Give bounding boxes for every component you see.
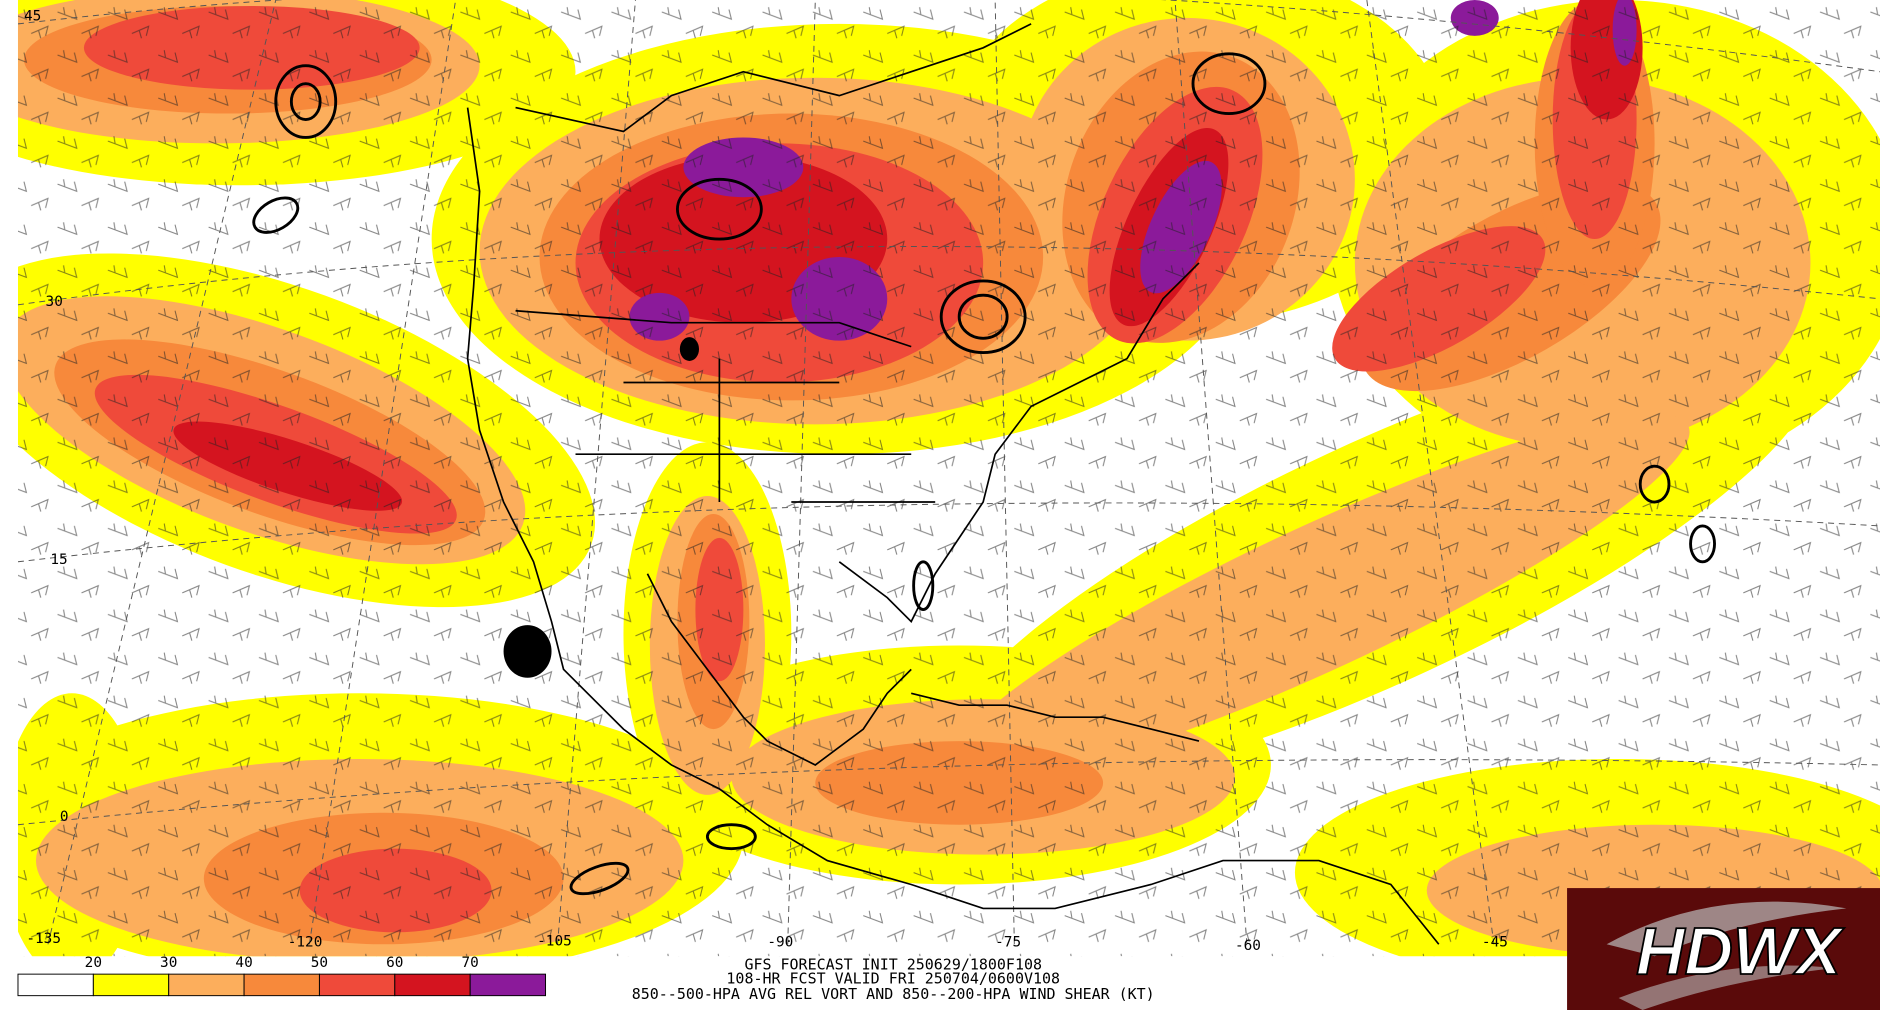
colorbar-swatch [243, 973, 320, 997]
colorbar-swatch [394, 973, 471, 997]
colorbar-label: 70 [462, 955, 479, 971]
colorbar-label: 30 [160, 955, 177, 971]
colorbar-swatch [92, 973, 170, 997]
colorbar-label: 20 [85, 955, 102, 971]
coastlines [466, 23, 1440, 945]
latitude-label: 0 [60, 809, 69, 825]
caption-line: 850--500-HPA AVG REL VORT AND 850--200-H… [632, 985, 1155, 1003]
caption-line: 108-HR FCST VALID FRI 250704/0600V108 [726, 970, 1060, 988]
longitude-label: -60 [1235, 938, 1261, 954]
longitude-label: -45 [1482, 935, 1508, 951]
map-labels: 45 30 15 0 -135 -120 -105 -90 -75 -60 -45 [24, 8, 1508, 954]
longitude-label: -75 [995, 935, 1021, 951]
colorbar: 20 30 40 50 60 70 [17, 955, 547, 997]
caption: GFS FORECAST INIT 250629/1800F108 108-HR… [632, 955, 1155, 1003]
longitude-label: -135 [26, 931, 61, 947]
wind-barbs [17, 0, 1880, 957]
graticule [17, 0, 1880, 945]
longitude-label: -120 [288, 935, 323, 951]
longitude-label: -105 [537, 933, 572, 949]
colorbar-swatch [168, 973, 245, 997]
colorbar-swatch [469, 973, 547, 997]
vorticity-contours [252, 52, 1716, 896]
logo-text: HDWX [1636, 914, 1845, 989]
colorbar-label: 60 [386, 955, 403, 971]
logo: HDWX [1567, 888, 1880, 1010]
latitude-label: 45 [24, 8, 41, 24]
colorbar-swatch [17, 973, 94, 997]
shear-field [17, 0, 1880, 957]
colorbar-label: 40 [235, 955, 252, 971]
longitude-label: -90 [767, 935, 793, 951]
latitude-label: 15 [50, 552, 67, 568]
latitude-label: 30 [46, 294, 63, 310]
colorbar-label: 50 [311, 955, 328, 971]
caption-line: GFS FORECAST INIT 250629/1800F108 [744, 955, 1042, 973]
colorbar-swatch [318, 973, 396, 997]
